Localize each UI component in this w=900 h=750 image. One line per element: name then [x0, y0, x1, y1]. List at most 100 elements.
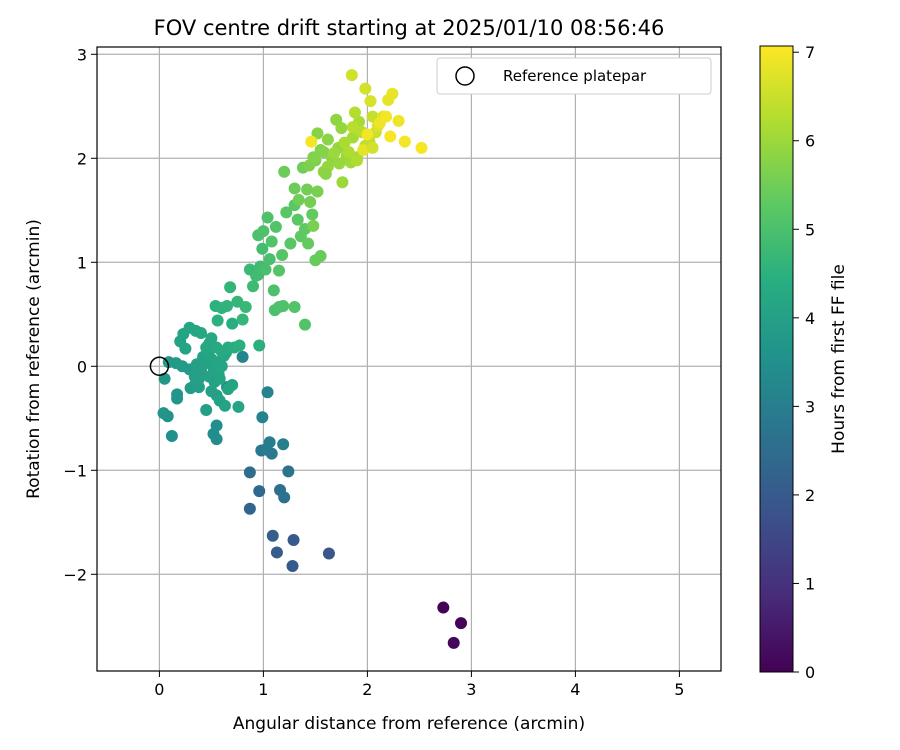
colorbar: 0 1 2 3 4 5 6 7 Hours from first FF file — [759, 43, 849, 682]
data-point — [278, 491, 291, 504]
data-point — [259, 263, 272, 276]
x-tick-label: 0 — [154, 680, 164, 699]
data-point — [233, 339, 246, 352]
data-point — [278, 165, 291, 178]
legend: Reference platepar — [436, 57, 712, 95]
data-point — [302, 237, 315, 250]
data-point — [210, 419, 223, 432]
legend-marker — [455, 66, 475, 86]
data-points — [157, 69, 467, 649]
legend-box — [436, 57, 712, 95]
data-point — [364, 95, 377, 108]
data-point — [305, 135, 318, 148]
x-tick-label: 2 — [362, 680, 372, 699]
data-point — [218, 399, 231, 412]
colorbar-tick-label: 7 — [805, 43, 815, 62]
data-point — [263, 253, 276, 266]
data-point — [277, 438, 290, 451]
data-point — [357, 143, 370, 156]
data-point — [247, 280, 259, 293]
data-point — [226, 317, 239, 330]
x-tick-label: 3 — [466, 680, 476, 699]
data-point — [338, 136, 351, 149]
data-point — [280, 206, 293, 219]
data-point — [192, 381, 205, 394]
plot-frame — [96, 46, 722, 672]
x-axis-label: Angular distance from reference (arcmin) — [233, 714, 585, 734]
data-point — [287, 533, 300, 546]
data-point — [253, 339, 266, 352]
data-point — [224, 281, 237, 294]
x-tick-label: 4 — [570, 680, 580, 699]
data-point — [359, 82, 372, 95]
y-tick-label: 0 — [77, 357, 87, 376]
data-point — [346, 121, 359, 134]
data-point — [342, 146, 355, 159]
colorbar-label: Hours from first FF file — [829, 264, 849, 454]
x-tick-label: 5 — [674, 680, 684, 699]
data-point — [215, 360, 228, 373]
colorbar-ticks: 0 1 2 3 4 5 6 7 — [793, 43, 815, 682]
data-point — [282, 465, 295, 478]
data-point — [273, 264, 285, 277]
data-point — [256, 411, 269, 424]
data-point — [286, 559, 299, 572]
reference-platepar-marker — [149, 356, 170, 377]
x-tick-label: 1 — [258, 680, 268, 699]
y-tick-label: 2 — [77, 149, 87, 168]
data-point — [447, 636, 460, 649]
data-point — [392, 114, 405, 127]
data-point — [265, 235, 278, 248]
data-point — [200, 403, 213, 416]
colorbar-tick-label: 3 — [805, 397, 815, 416]
data-point — [179, 342, 192, 355]
data-point — [213, 372, 226, 385]
data-point — [195, 327, 207, 339]
data-point — [301, 183, 314, 196]
data-point — [304, 195, 317, 208]
data-point — [322, 547, 335, 560]
colorbar-tick-label: 5 — [805, 220, 815, 239]
data-point — [345, 69, 358, 82]
data-point — [380, 110, 393, 123]
data-point — [348, 106, 361, 119]
data-point — [165, 429, 178, 442]
data-point — [221, 299, 233, 312]
data-point — [226, 379, 239, 391]
data-point — [266, 529, 279, 542]
data-point — [328, 147, 341, 160]
colorbar-tick-label: 4 — [805, 309, 815, 328]
data-point — [192, 372, 205, 385]
data-point — [311, 185, 324, 198]
data-point — [253, 485, 266, 498]
y-tick-label: 3 — [77, 45, 87, 64]
data-point — [288, 182, 301, 195]
data-point — [261, 386, 274, 399]
data-point — [261, 211, 274, 224]
data-point — [267, 284, 280, 297]
data-point — [291, 213, 304, 226]
data-point — [351, 154, 363, 167]
data-point — [232, 400, 245, 413]
data-point — [276, 249, 289, 261]
data-point — [386, 87, 399, 100]
data-point — [239, 301, 252, 313]
y-tick-label: −2 — [63, 565, 87, 584]
data-point — [319, 167, 332, 180]
data-point — [270, 546, 283, 559]
data-point — [307, 219, 320, 232]
data-point — [256, 242, 269, 255]
y-axis-ticks: −2 −1 0 1 2 3 — [63, 45, 97, 584]
legend-entry: Reference platepar — [503, 67, 647, 85]
data-point — [299, 318, 311, 331]
data-point — [335, 122, 348, 135]
colorbar-tick-label: 6 — [805, 132, 815, 151]
x-axis-ticks: 0 1 2 3 4 5 — [154, 671, 684, 699]
data-point — [236, 350, 249, 363]
data-point — [171, 392, 184, 405]
y-tick-label: −1 — [63, 461, 87, 480]
data-point — [211, 314, 224, 327]
y-tick-label: 1 — [77, 253, 87, 272]
data-point — [243, 502, 256, 515]
